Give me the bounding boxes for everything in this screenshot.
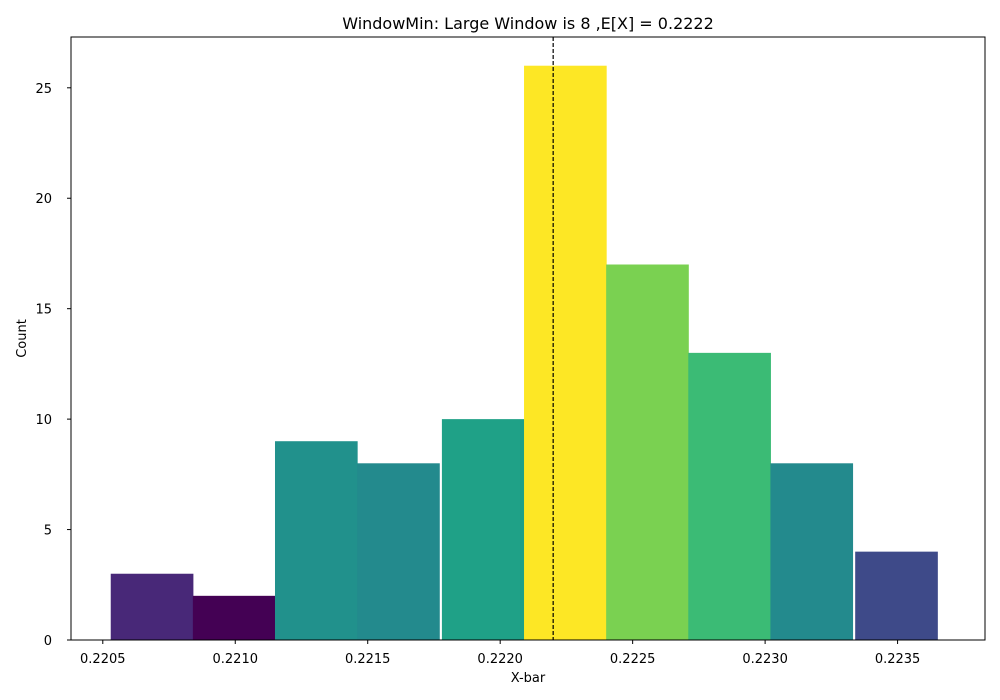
histogram-bar-8: [688, 352, 771, 640]
histogram-bar-10: [855, 551, 938, 640]
histogram-bar-5: [441, 419, 525, 640]
y-tick-label: 15: [35, 303, 52, 318]
y-ticks: 0 5 10 15 20 25: [35, 82, 71, 649]
y-axis-label: Count: [15, 319, 30, 358]
y-tick-label: 5: [44, 524, 52, 539]
y-tick-label: 25: [35, 82, 52, 97]
histogram-bar-4: [357, 463, 440, 640]
histogram-bar-9: [770, 463, 854, 640]
y-tick-label: 10: [35, 413, 52, 428]
chart-title: WindowMin: Large Window is 8 ,E[X] = 0.2…: [342, 14, 714, 33]
x-tick-label: 0.2230: [742, 652, 788, 667]
histogram-bar-6: [524, 65, 607, 640]
x-tick-label: 0.2220: [477, 652, 523, 667]
x-tick-label: 0.2210: [213, 652, 259, 667]
plot-frame: [70, 36, 986, 641]
x-tick-label: 0.2215: [345, 652, 391, 667]
x-axis-label: X-bar: [511, 671, 546, 686]
x-ticks: 0.2205 0.2210 0.2215 0.2220 0.2225 0.2230 0.22…: [80, 640, 920, 667]
histogram-bar-7: [606, 264, 689, 640]
x-tick-label: 0.2205: [80, 652, 126, 667]
histogram-bar-1: [110, 573, 194, 640]
histogram-bar-3: [274, 441, 358, 640]
y-tick-label: 20: [35, 192, 52, 207]
x-tick-label: 0.2235: [875, 652, 921, 667]
y-tick-label: 0: [44, 634, 52, 649]
x-tick-label: 0.2225: [610, 652, 656, 667]
histogram-bar-2: [192, 595, 276, 640]
bars-layer: [110, 65, 938, 640]
